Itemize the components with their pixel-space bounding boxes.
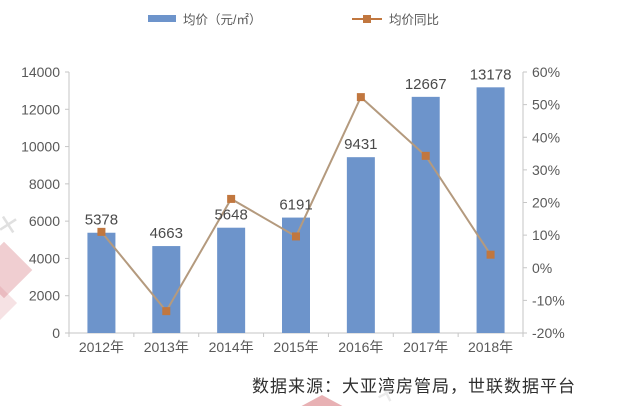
bar-value-label: 6191 <box>279 197 312 214</box>
y-tick-label-left: 6000 <box>29 213 60 229</box>
x-tick-label: 2012年 <box>79 339 124 355</box>
legend-item-yoy: 均价同比 <box>352 9 439 28</box>
yoy-marker <box>162 307 171 316</box>
bar-series-swatch <box>148 15 176 22</box>
bar-value-label: 5648 <box>214 207 247 224</box>
bar <box>87 232 116 333</box>
x-tick-label: 2016年 <box>338 339 383 355</box>
bar <box>476 87 505 333</box>
y-tick-label-right: 40% <box>532 129 560 145</box>
y-tick-label-right: 50% <box>532 97 560 113</box>
bar <box>411 96 440 334</box>
y-tick-label-left: 0 <box>52 325 60 341</box>
x-tick-label: 2014年 <box>209 339 254 355</box>
bar <box>346 157 375 333</box>
bar-value-label: 9431 <box>344 136 377 153</box>
x-tick-label: 2018年 <box>468 339 513 355</box>
line-series-swatch <box>352 14 382 23</box>
legend-item-price: 均价（元/㎡） <box>148 9 261 28</box>
yoy-marker <box>292 232 300 241</box>
y-tick-label-right: 60% <box>532 64 560 80</box>
y-tick-label-right: 30% <box>532 162 560 178</box>
y-tick-label-left: 10000 <box>21 139 60 155</box>
bar-value-label: 12667 <box>405 76 447 93</box>
yoy-marker <box>486 250 495 259</box>
y-tick-label-left: 12000 <box>21 101 60 117</box>
legend-label-price: 均价（元/㎡） <box>183 13 262 27</box>
bar-value-label: 5378 <box>85 212 118 229</box>
y-tick-label-right: -10% <box>532 292 565 308</box>
y-tick-label-left: 8000 <box>29 176 60 192</box>
bar <box>217 227 246 333</box>
y-tick-label-right: 0% <box>532 260 552 276</box>
x-tick-label: 2017年 <box>403 339 448 355</box>
line-swatch-marker <box>363 14 371 23</box>
chart-canvas: 14000 12000 10000 8000 6000 4000 2000 0 60% 50% 40… <box>21 64 565 355</box>
bar-value-label: 4663 <box>150 225 183 242</box>
y-tick-label-left: 2000 <box>29 288 60 304</box>
x-tick-label: 2015年 <box>273 339 318 355</box>
yoy-marker <box>421 151 430 160</box>
source-note: 数据来源：大亚湾房管局，世联数据平台 <box>252 377 576 396</box>
yoy-marker <box>97 227 106 236</box>
bar-value-label: 13178 <box>470 66 512 83</box>
yoy-marker <box>227 194 236 203</box>
y-tick-label-right: 10% <box>532 227 560 243</box>
y-tick-label-right: -20% <box>532 325 565 341</box>
y-tick-label-left: 14000 <box>21 64 60 80</box>
y-tick-label-left: 4000 <box>29 250 60 266</box>
bar <box>152 246 181 333</box>
x-tick-label: 2013年 <box>144 339 189 355</box>
legend-label-yoy: 均价同比 <box>389 13 440 27</box>
y-tick-label-right: 20% <box>532 195 560 211</box>
yoy-marker <box>356 93 365 102</box>
